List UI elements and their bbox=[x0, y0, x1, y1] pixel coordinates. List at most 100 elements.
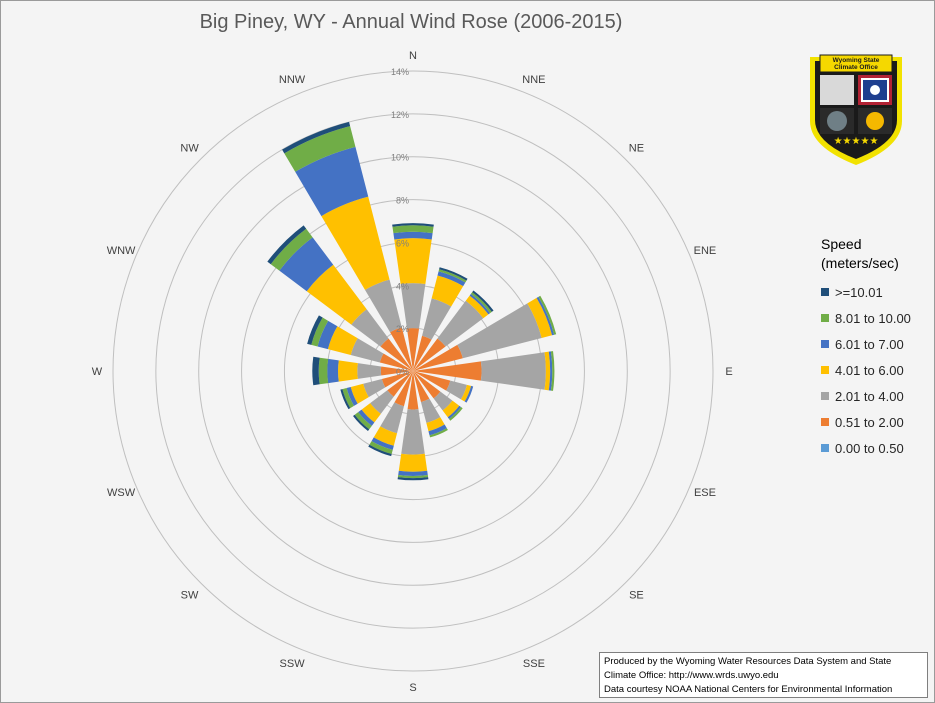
legend-title: Speed (meters/sec) bbox=[821, 236, 899, 271]
wedge-n-bin-1 bbox=[392, 225, 434, 234]
direction-label-ssw: SSW bbox=[280, 658, 306, 670]
wedge-nw-bin-2 bbox=[279, 237, 334, 292]
wedge-nnw-bin-5 bbox=[390, 327, 413, 371]
wedge-sw-bin-4 bbox=[370, 390, 394, 414]
wedge-nnw-bin-2 bbox=[295, 146, 369, 217]
direction-label-ne: NE bbox=[629, 143, 644, 155]
legend-items: >=10.01 8.01 to 10.00 6.01 to 7.00 4.01 to … bbox=[821, 279, 933, 461]
wedge-wnw-bin-0 bbox=[307, 315, 323, 345]
wedge-sw-bin-3 bbox=[361, 403, 381, 423]
legend-label: 2.01 to 4.00 bbox=[835, 388, 904, 404]
wedge-ssw-bin-0 bbox=[368, 444, 392, 457]
radial-tick-label: 14% bbox=[391, 67, 409, 77]
radial-tick-label: 10% bbox=[391, 153, 409, 163]
wedge-ese-bin-5 bbox=[413, 371, 451, 391]
wedge-se-bin-4 bbox=[433, 391, 453, 411]
wedge-nnw-bin-1 bbox=[284, 126, 356, 172]
direction-label-sse: SSE bbox=[523, 658, 545, 670]
wedge-sw-bin-2 bbox=[358, 409, 375, 426]
wedge-sse-bin-3 bbox=[426, 417, 445, 432]
wedge-e-bin-2 bbox=[548, 351, 553, 391]
wedge-n-bin-4 bbox=[400, 283, 426, 329]
wedge-se-bin-1 bbox=[449, 407, 463, 421]
legend-swatch bbox=[821, 392, 829, 400]
wedge-ssw-bin-4 bbox=[380, 402, 404, 434]
wedge-nnw-bin-0 bbox=[282, 121, 351, 154]
credit-line-3: Data courtesy NOAA National Centers for … bbox=[604, 684, 893, 695]
wedge-wsw-bin-1 bbox=[342, 388, 354, 409]
wedge-e-bin-3 bbox=[544, 351, 551, 391]
wedge-n-bin-3 bbox=[394, 238, 432, 285]
legend-item: 0.51 to 2.00 bbox=[821, 409, 933, 435]
climate-office-logo: Wyoming State Climate Office ★★★★★ bbox=[810, 54, 902, 165]
legend-swatch bbox=[821, 418, 829, 426]
wedge-ese-bin-3 bbox=[460, 384, 472, 402]
direction-label-nne: NNE bbox=[522, 74, 545, 86]
direction-label-wsw: WSW bbox=[107, 487, 136, 499]
legend-label: 6.01 to 7.00 bbox=[835, 336, 904, 352]
wedge-n-bin-2 bbox=[393, 231, 433, 240]
wedge-nw-bin-5 bbox=[380, 338, 413, 371]
wedge-nne-bin-5 bbox=[413, 335, 432, 371]
radial-tick-label: 4% bbox=[396, 281, 409, 291]
direction-label-w: W bbox=[92, 366, 103, 378]
wedge-sse-bin-5 bbox=[413, 371, 430, 403]
grid-ring bbox=[198, 156, 628, 586]
wedge-wsw-bin-5 bbox=[381, 371, 413, 388]
wedge-s-bin-1 bbox=[397, 474, 429, 479]
grid-ring bbox=[241, 199, 585, 543]
wedge-se-bin-3 bbox=[442, 400, 460, 418]
wedge-ene-bin-2 bbox=[536, 296, 555, 336]
wedge-wsw-bin-4 bbox=[363, 378, 386, 398]
wedge-w-bin-1 bbox=[318, 357, 329, 385]
wedge-nne-bin-1 bbox=[438, 269, 467, 283]
logo-sun-icon bbox=[866, 112, 884, 130]
wedge-nnw-bin-4 bbox=[365, 279, 402, 333]
wedge-wsw-bin-3 bbox=[350, 383, 369, 404]
wedge-ese-bin-2 bbox=[464, 385, 474, 403]
wedge-sw-bin-5 bbox=[387, 371, 413, 397]
radial-tick-label: 8% bbox=[396, 196, 409, 206]
radial-tick-label: 0% bbox=[396, 367, 409, 377]
logo-text-2: Climate Office bbox=[834, 64, 878, 71]
wedge-ese-bin-4 bbox=[446, 380, 467, 400]
wedge-e-bin-4 bbox=[480, 352, 546, 390]
legend-label: 4.01 to 6.00 bbox=[835, 362, 904, 378]
legend-item: 4.01 to 6.00 bbox=[821, 357, 933, 383]
wedge-nw-bin-3 bbox=[306, 264, 367, 325]
direction-label-ese: ESE bbox=[694, 487, 716, 499]
wedge-ssw-bin-1 bbox=[369, 441, 393, 455]
logo-ribbon bbox=[819, 54, 893, 73]
wedge-ne-bin-5 bbox=[413, 338, 446, 371]
direction-label-n: N bbox=[409, 50, 417, 62]
wedge-s-bin-5 bbox=[407, 371, 419, 410]
wedge-s-bin-0 bbox=[397, 477, 429, 481]
grid-ring bbox=[155, 113, 671, 629]
legend-item: 8.01 to 10.00 bbox=[821, 305, 933, 331]
logo-text-1: Wyoming State bbox=[833, 57, 880, 64]
wedge-ssw-bin-2 bbox=[371, 437, 394, 450]
legend-swatch bbox=[821, 444, 829, 452]
wedge-e-bin-1 bbox=[550, 351, 555, 391]
credit-box: Produced by the Wyoming Water Resources … bbox=[599, 652, 928, 698]
legend-label: 8.01 to 10.00 bbox=[835, 310, 911, 326]
legend-label: 0.51 to 2.00 bbox=[835, 414, 904, 430]
direction-label-se: SE bbox=[629, 589, 644, 601]
wedge-w-bin-4 bbox=[357, 363, 382, 379]
wedge-ne-bin-0 bbox=[472, 290, 494, 312]
logo-earth-icon bbox=[827, 111, 847, 131]
wedge-sse-bin-4 bbox=[420, 398, 441, 423]
radial-tick-label: 2% bbox=[396, 324, 409, 334]
legend-swatch bbox=[821, 288, 829, 296]
wedge-s-bin-2 bbox=[398, 470, 428, 477]
wedge-s-bin-3 bbox=[398, 453, 428, 472]
wedge-sw-bin-1 bbox=[354, 412, 372, 430]
direction-label-s: S bbox=[409, 682, 416, 694]
legend-item: 0.00 to 0.50 bbox=[821, 435, 933, 461]
wedge-ene-bin-3 bbox=[527, 297, 553, 338]
wedge-se-bin-2 bbox=[447, 405, 461, 419]
wedge-wnw-bin-3 bbox=[327, 326, 358, 356]
wedge-ne-bin-4 bbox=[437, 300, 484, 347]
